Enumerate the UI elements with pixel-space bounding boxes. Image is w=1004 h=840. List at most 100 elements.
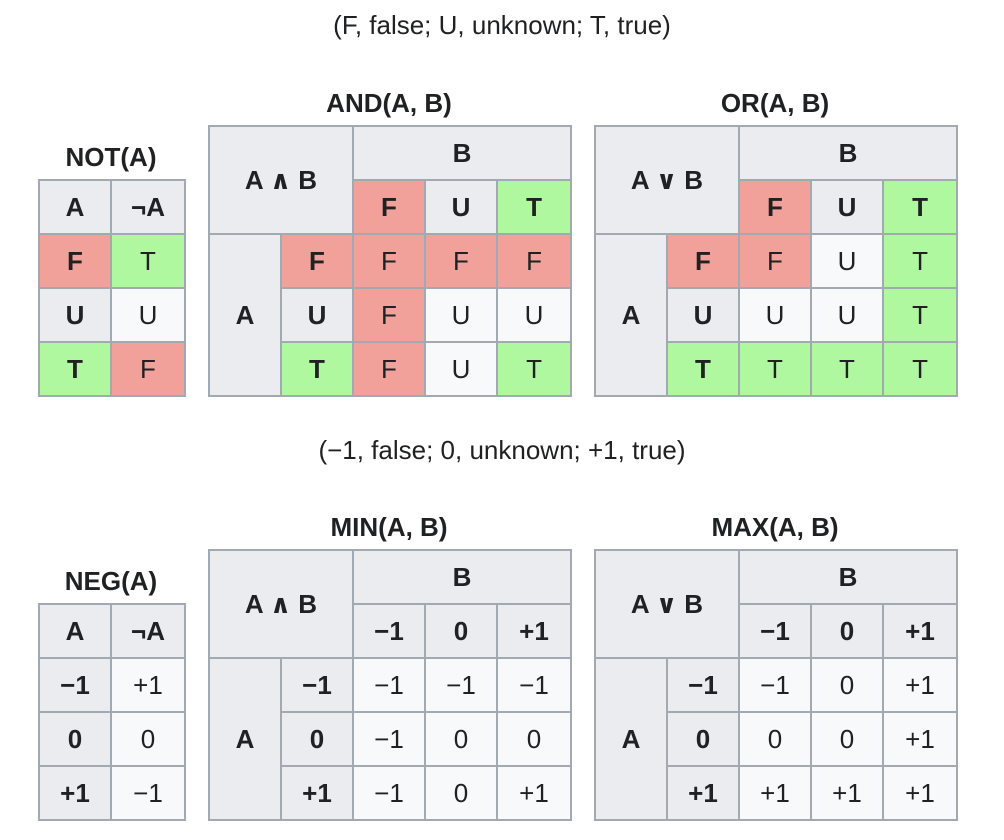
min-b-label: B xyxy=(351,549,573,605)
max-cell: 0 xyxy=(810,657,884,713)
max-b-label: B xyxy=(737,549,959,605)
neg-caption: NEG(A) xyxy=(64,566,158,596)
max-truth-table: A ∨ B B −1 0 +1 A −1 −1 0 +1 0 0 0 +1 +1… xyxy=(594,549,959,821)
and-row-head: F xyxy=(280,233,354,289)
or-row-head: F xyxy=(666,233,740,289)
and-truth-table: A ∧ B B F U T A F F F F U F U U T F U T xyxy=(208,125,573,397)
or-a-label: A xyxy=(594,233,668,397)
and-cell: F xyxy=(352,287,426,343)
not-header-neg-a: ¬A xyxy=(110,179,186,235)
max-a-label: A xyxy=(594,657,668,821)
and-b-label: B xyxy=(351,125,573,181)
or-cell: U xyxy=(810,287,884,343)
min-col-head: 0 xyxy=(424,603,498,659)
min-row-head: 0 xyxy=(280,711,354,767)
or-corner: A ∨ B xyxy=(594,125,740,235)
not-truth-table: A ¬A F T U U T F xyxy=(38,179,186,397)
neg-row-head: 0 xyxy=(38,711,112,767)
max-cell: +1 xyxy=(738,765,812,821)
min-cell: 0 xyxy=(424,711,498,767)
max-row-head: +1 xyxy=(666,765,740,821)
and-cell: F xyxy=(352,341,426,397)
max-col-head: −1 xyxy=(738,603,812,659)
neg-header-neg-a: ¬A xyxy=(110,603,186,659)
min-row-head: −1 xyxy=(280,657,354,713)
max-cell: 0 xyxy=(810,711,884,767)
or-cell: U xyxy=(810,233,884,289)
min-col-head: +1 xyxy=(495,603,573,659)
or-col-head: F xyxy=(738,179,812,235)
max-row-head: 0 xyxy=(666,711,740,767)
or-cell: T xyxy=(881,287,959,343)
and-col-head: U xyxy=(424,179,498,235)
or-caption: OR(A, B) xyxy=(720,88,830,118)
max-corner: A ∨ B xyxy=(594,549,740,659)
and-row-head: T xyxy=(280,341,354,397)
legend-fut: (F, false; U, unknown; T, true) xyxy=(333,10,671,40)
max-cell: +1 xyxy=(810,765,884,821)
max-cell: −1 xyxy=(738,657,812,713)
min-cell: +1 xyxy=(495,765,573,821)
min-cell: −1 xyxy=(352,711,426,767)
or-cell: T xyxy=(738,341,812,397)
and-caption: AND(A, B) xyxy=(326,88,452,118)
min-cell: 0 xyxy=(495,711,573,767)
and-col-head: F xyxy=(352,179,426,235)
max-cell: 0 xyxy=(738,711,812,767)
or-col-head: T xyxy=(881,179,959,235)
legend-numeric: (−1, false; 0, unknown; +1, true) xyxy=(318,435,686,465)
and-cell: U xyxy=(424,287,498,343)
max-col-head: +1 xyxy=(881,603,959,659)
and-a-label: A xyxy=(208,233,282,397)
min-a-label: A xyxy=(208,657,282,821)
or-cell: T xyxy=(810,341,884,397)
or-col-head: U xyxy=(810,179,884,235)
neg-header-a: A xyxy=(38,603,112,659)
and-row-head: U xyxy=(280,287,354,343)
min-col-head: −1 xyxy=(352,603,426,659)
min-cell: −1 xyxy=(352,657,426,713)
or-cell: U xyxy=(738,287,812,343)
neg-cell: 0 xyxy=(110,711,186,767)
max-cell: +1 xyxy=(881,765,959,821)
not-row-head: U xyxy=(38,287,112,343)
min-truth-table: A ∧ B B −1 0 +1 A −1 −1 −1 −1 0 −1 0 0 +… xyxy=(208,549,573,821)
not-caption: NOT(A) xyxy=(65,142,157,172)
min-cell: 0 xyxy=(424,765,498,821)
or-row-head: T xyxy=(666,341,740,397)
and-cell: U xyxy=(495,287,573,343)
or-truth-table: A ∨ B B F U T A F F U T U U U T T T T T xyxy=(594,125,959,397)
neg-row-head: −1 xyxy=(38,657,112,713)
neg-cell: +1 xyxy=(110,657,186,713)
and-cell: U xyxy=(424,341,498,397)
neg-cell: −1 xyxy=(110,765,186,821)
max-row-head: −1 xyxy=(666,657,740,713)
min-corner: A ∧ B xyxy=(208,549,354,659)
not-header-a: A xyxy=(38,179,112,235)
or-cell: T xyxy=(881,341,959,397)
not-cell: F xyxy=(110,341,186,397)
or-cell: F xyxy=(738,233,812,289)
min-cell: −1 xyxy=(424,657,498,713)
max-cell: +1 xyxy=(881,657,959,713)
min-cell: −1 xyxy=(495,657,573,713)
min-cell: −1 xyxy=(352,765,426,821)
and-cell: F xyxy=(352,233,426,289)
and-cell: T xyxy=(495,341,573,397)
max-col-head: 0 xyxy=(810,603,884,659)
and-corner: A ∧ B xyxy=(208,125,354,235)
or-cell: T xyxy=(881,233,959,289)
and-cell: F xyxy=(495,233,573,289)
not-row-head: F xyxy=(38,233,112,289)
min-row-head: +1 xyxy=(280,765,354,821)
max-caption: MAX(A, B) xyxy=(711,512,839,542)
not-row-head: T xyxy=(38,341,112,397)
and-col-head: T xyxy=(495,179,573,235)
or-b-label: B xyxy=(737,125,959,181)
and-cell: F xyxy=(424,233,498,289)
or-row-head: U xyxy=(666,287,740,343)
neg-truth-table: A ¬A −1 +1 0 0 +1 −1 xyxy=(38,603,186,821)
not-cell: T xyxy=(110,233,186,289)
min-caption: MIN(A, B) xyxy=(330,512,448,542)
neg-row-head: +1 xyxy=(38,765,112,821)
